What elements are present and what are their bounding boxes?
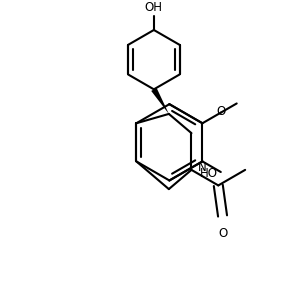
Polygon shape [151,88,169,114]
Text: O: O [218,227,227,240]
Text: HO: HO [199,167,217,180]
Text: OH: OH [145,1,163,14]
Text: N: N [198,161,206,174]
Text: O: O [217,105,226,118]
